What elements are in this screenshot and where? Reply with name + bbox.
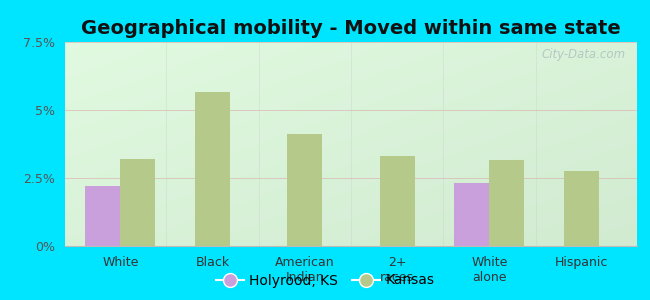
Legend: Holyrood, KS, Kansas: Holyrood, KS, Kansas	[210, 268, 440, 293]
Bar	[564, 171, 599, 246]
Bar	[489, 160, 525, 246]
Bar	[195, 92, 230, 246]
Bar	[85, 186, 120, 246]
Title: Geographical mobility - Moved within same state: Geographical mobility - Moved within sam…	[81, 19, 621, 38]
Text: City-Data.com: City-Data.com	[541, 48, 625, 61]
Bar	[380, 156, 415, 246]
Bar	[454, 183, 489, 246]
Bar	[120, 159, 155, 246]
Bar	[287, 134, 322, 246]
